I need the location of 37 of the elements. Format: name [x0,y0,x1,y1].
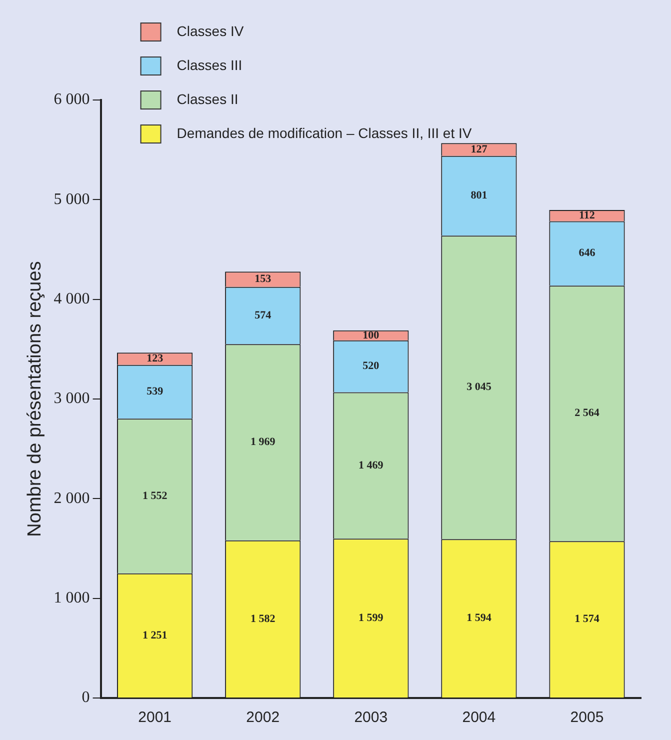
data-label: 646 [578,247,596,260]
y-axis-title: Nombre de présentations reçues [24,261,46,537]
data-label: 2 564 [574,407,600,420]
x-tick-label: 2005 [570,709,604,726]
data-label: 1 251 [142,629,168,642]
data-label: 112 [579,209,596,222]
data-label: 1 599 [358,612,384,624]
legend-label: Demandes de modification – Classes II, III et IV [176,124,472,141]
data-label: 100 [362,329,380,342]
data-label: 127 [470,143,488,156]
data-label: 1 469 [358,459,384,472]
data-label: 1 594 [466,612,492,624]
y-tick-label: 2 000 [54,490,90,507]
data-label: 520 [362,360,380,372]
x-tick-label: 2001 [138,709,172,726]
data-label: 153 [254,273,272,286]
legend-label: Classes II [176,90,238,107]
data-label: 1 969 [250,436,276,448]
y-tick-label: 0 [82,689,90,706]
y-tick-label: 5 000 [54,190,90,208]
y-tick-label: 4 000 [54,290,90,308]
data-label: 1 582 [250,612,276,625]
legend-label: Classes IV [176,22,244,39]
data-label: 123 [146,352,164,365]
x-tick-label: 2003 [354,709,388,726]
legend-label: Classes III [176,56,242,73]
x-tick-label: 2004 [462,709,496,726]
y-tick-label: 6 000 [54,91,90,108]
data-label: 3 045 [466,381,492,394]
x-tick-label: 2002 [246,709,280,726]
data-label: 1 552 [142,490,168,502]
data-label: 1 574 [574,613,600,626]
y-tick-label: 1 000 [54,590,90,607]
data-label: 801 [470,190,488,202]
data-label: 574 [254,309,272,322]
data-label: 539 [146,386,164,398]
y-tick-label: 3 000 [54,390,90,408]
